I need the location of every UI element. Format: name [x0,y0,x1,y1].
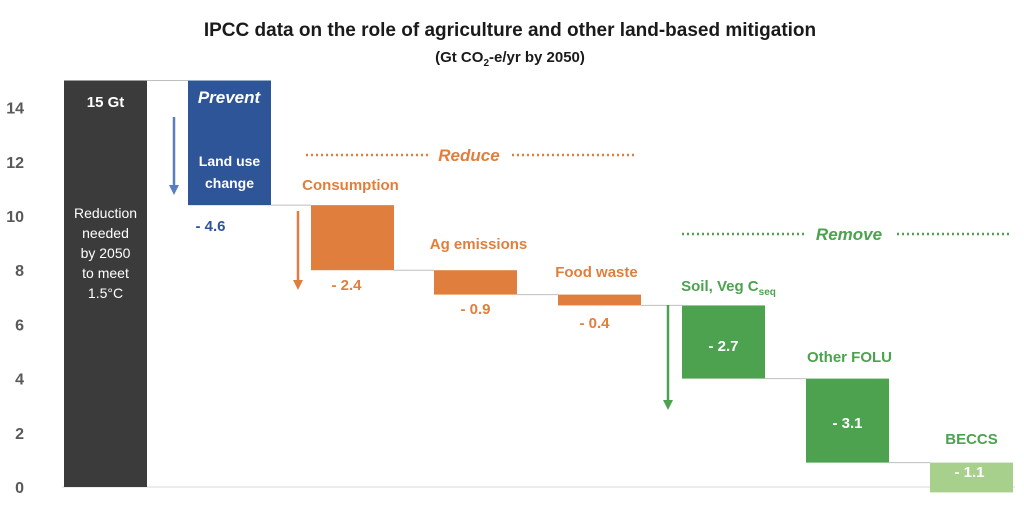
bar-other-folu [806,378,889,463]
bar-soil-veg-c [682,305,765,379]
y-tick-label: 2 [15,426,24,443]
bar-consumption [311,205,394,271]
step-name-soil-veg: Soil, Veg Cseq [681,278,776,298]
arrow-reduce-head [293,280,303,290]
step-value-consumption: - 2.4 [331,277,362,294]
step-value-other-folu: - 3.1 [832,415,862,432]
y-tick-label: 14 [6,101,24,118]
bar-total-note: to meet [82,265,129,281]
chart-title: IPCC data on the role of agriculture and… [204,20,816,41]
step-name-consumption: Consumption [302,177,399,194]
step-value-ag-emissions: - 0.9 [460,301,490,318]
bar-food-waste [558,294,641,306]
bar-ag-emissions [434,270,517,295]
bar-total-note: Reduction [74,205,137,221]
plot-area: 0 2 4 6 8 10 12 14 15 Gt Reduction needed by 2050 to… [6,80,1015,497]
step-value-beccs: - 1.1 [954,464,984,481]
bar-total-note: needed [82,225,129,241]
bar-total [64,80,147,487]
bar-total-label: 15 Gt [87,94,125,111]
y-tick-label: 10 [6,209,24,226]
step-name-land-use: change [205,175,254,191]
bar-total-note: 1.5°C [88,285,123,301]
step-value-soil-veg: - 2.7 [708,338,738,355]
step-value-food-waste: - 0.4 [579,315,610,332]
arrow-remove-head [663,400,673,410]
y-tick-label: 4 [15,372,24,389]
step-name-other-folu: Other FOLU [807,349,892,366]
y-tick-label: 8 [15,263,24,280]
step-name-food-waste: Food waste [555,264,638,281]
y-tick-label: 6 [15,317,24,334]
step-value-land-use: - 4.6 [195,218,225,235]
arrow-prevent-head [169,185,179,195]
bar-total-note: by 2050 [81,245,131,261]
step-name-ag-emissions: Ag emissions [430,236,528,253]
y-tick-label: 0 [15,480,24,497]
step-name-land-use: Land use [199,153,261,169]
bar-beccs [930,462,1013,493]
bar-land-use-change [188,80,271,206]
group-label-remove: Remove [816,225,882,244]
step-name-beccs: BECCS [945,431,998,448]
chart-subtitle: (Gt CO2-e/yr by 2050) [435,49,585,69]
group-label-prevent: Prevent [198,88,262,107]
group-label-reduce: Reduce [438,146,499,165]
y-tick-label: 12 [6,155,24,172]
